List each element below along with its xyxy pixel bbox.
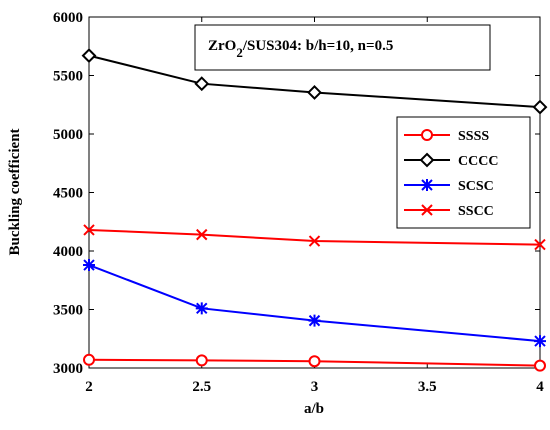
legend-label: SCSC — [458, 179, 494, 194]
data-point — [195, 302, 208, 315]
data-point — [534, 335, 546, 348]
data-point — [421, 204, 433, 216]
data-point — [83, 353, 95, 366]
data-point — [83, 259, 95, 272]
x-tick-label: 3.5 — [418, 379, 437, 395]
data-point — [194, 76, 210, 92]
x-tick-label: 2 — [85, 379, 93, 395]
data-point — [534, 359, 546, 372]
y-tick-label: 5000 — [53, 127, 83, 143]
x-tick-label: 4 — [536, 379, 544, 395]
series-layer — [81, 48, 548, 372]
series-cccc — [81, 48, 548, 115]
legend-item-scsc: SCSC — [404, 179, 494, 194]
series-line — [88, 54, 541, 109]
series-line — [88, 264, 541, 343]
series-scsc — [83, 259, 546, 348]
y-tick-label: 4500 — [53, 186, 83, 202]
data-point — [308, 235, 321, 247]
data-point — [421, 129, 433, 141]
legend: SSSS CCCC SCSC SSCC — [396, 116, 531, 229]
data-point — [195, 354, 208, 367]
annotation-prefix: ZrO — [208, 38, 236, 54]
y-tick-label: 5500 — [53, 69, 83, 85]
x-tick-label: 3 — [311, 379, 319, 395]
y-tick-label: 6000 — [53, 10, 83, 26]
x-axis-label: a/b — [304, 401, 324, 417]
annotation-suffix: /SUS304: b/h=10, n=0.5 — [242, 38, 393, 54]
series-sscc — [83, 224, 546, 251]
legend-item-sscc: SSCC — [404, 204, 494, 219]
data-point — [308, 314, 321, 327]
y-tick-label: 3500 — [53, 303, 83, 319]
y-tick-label: 3000 — [53, 361, 83, 377]
data-point — [83, 224, 95, 236]
svg-text:ZrO2/SUS304: b/h=10, n=0.5: ZrO2/SUS304: b/h=10, n=0.5 — [208, 38, 393, 60]
series-ssss — [83, 353, 546, 372]
data-point — [196, 228, 208, 241]
annotation-subscript: 2 — [236, 45, 243, 60]
data-point — [307, 85, 322, 100]
y-axis-label: Buckling coefficient — [7, 128, 23, 255]
data-point — [421, 179, 433, 191]
ticks: 2 2.5 3 3.5 4 3000 3500 4000 4500 5000 5500 6000 — [53, 10, 544, 395]
data-point — [308, 355, 321, 368]
legend-label: SSCC — [458, 204, 494, 219]
y-tick-label: 4000 — [53, 244, 83, 260]
legend-item-cccc: CCCC — [404, 152, 498, 169]
legend-label: CCCC — [458, 154, 498, 169]
legend-label: SSSS — [458, 129, 489, 144]
data-point — [532, 99, 548, 115]
data-point — [534, 238, 546, 251]
series-line — [88, 358, 541, 367]
data-point — [81, 48, 97, 64]
series-line — [88, 228, 541, 246]
data-point — [419, 152, 435, 168]
x-tick-label: 2.5 — [192, 379, 211, 395]
legend-item-ssss: SSSS — [404, 129, 489, 144]
annotation-box: ZrO2/SUS304: b/h=10, n=0.5 — [194, 24, 491, 71]
